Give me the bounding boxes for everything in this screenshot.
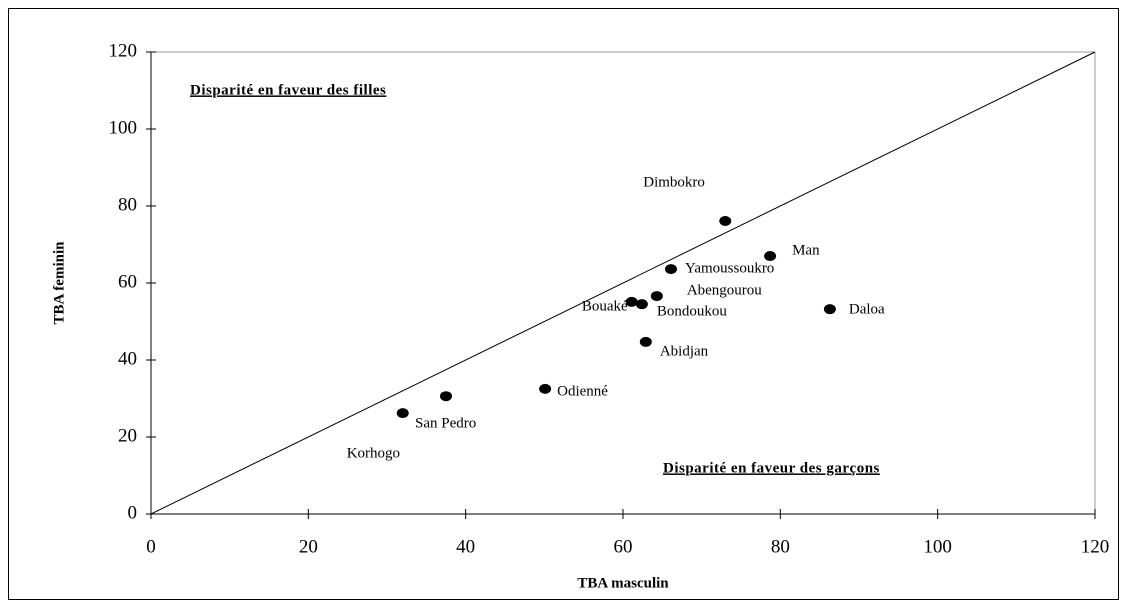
- y-tick-label: 20: [118, 425, 137, 446]
- point: [664, 264, 677, 275]
- x-tick-label: 80: [771, 536, 790, 557]
- point-label: San Pedro: [415, 416, 476, 432]
- point: [823, 304, 836, 315]
- point-label: Korhogo: [347, 446, 400, 462]
- point: [764, 251, 777, 262]
- y-tick-label: 80: [118, 194, 137, 215]
- x-tick-label: 20: [299, 536, 318, 557]
- point: [639, 336, 652, 347]
- x-tick-label: 0: [146, 536, 156, 557]
- point-label: Bouaké: [582, 298, 628, 314]
- y-tick-label: 0: [128, 502, 138, 523]
- point-label: Abengourou: [687, 283, 762, 299]
- point-label: Bondoukou: [657, 304, 728, 320]
- x-tick-label: 60: [614, 536, 633, 557]
- point-label: Odienné: [557, 383, 608, 399]
- reference-line: [150, 51, 1096, 515]
- x-tick-label: 120: [1081, 536, 1110, 557]
- point: [539, 383, 552, 394]
- point-label: Daloa: [849, 302, 885, 318]
- frame: [8, 8, 1119, 600]
- annotation: Disparité en faveur des filles: [190, 82, 386, 98]
- x-tick-label: 100: [923, 536, 952, 557]
- y-axis-title: TBA feminin: [51, 241, 67, 325]
- point-label: Abidjan: [660, 343, 709, 359]
- y-tick-label: 60: [118, 271, 137, 292]
- y-tick-label: 120: [109, 40, 138, 61]
- point: [440, 391, 452, 402]
- y-tick-label: 100: [109, 117, 138, 138]
- point: [625, 296, 638, 307]
- y-tick-label: 40: [118, 348, 137, 369]
- x-tick-label: 40: [456, 536, 475, 557]
- point: [396, 408, 409, 419]
- annotation: Disparité en faveur des garçons: [663, 460, 880, 476]
- point: [719, 216, 732, 227]
- point-label: Yamoussoukro: [685, 261, 774, 277]
- x-axis-title: TBA masculin: [577, 575, 669, 591]
- point: [635, 299, 648, 310]
- point: [650, 291, 663, 302]
- point-label: Man: [792, 242, 820, 258]
- point-label: Dimbokro: [643, 174, 705, 190]
